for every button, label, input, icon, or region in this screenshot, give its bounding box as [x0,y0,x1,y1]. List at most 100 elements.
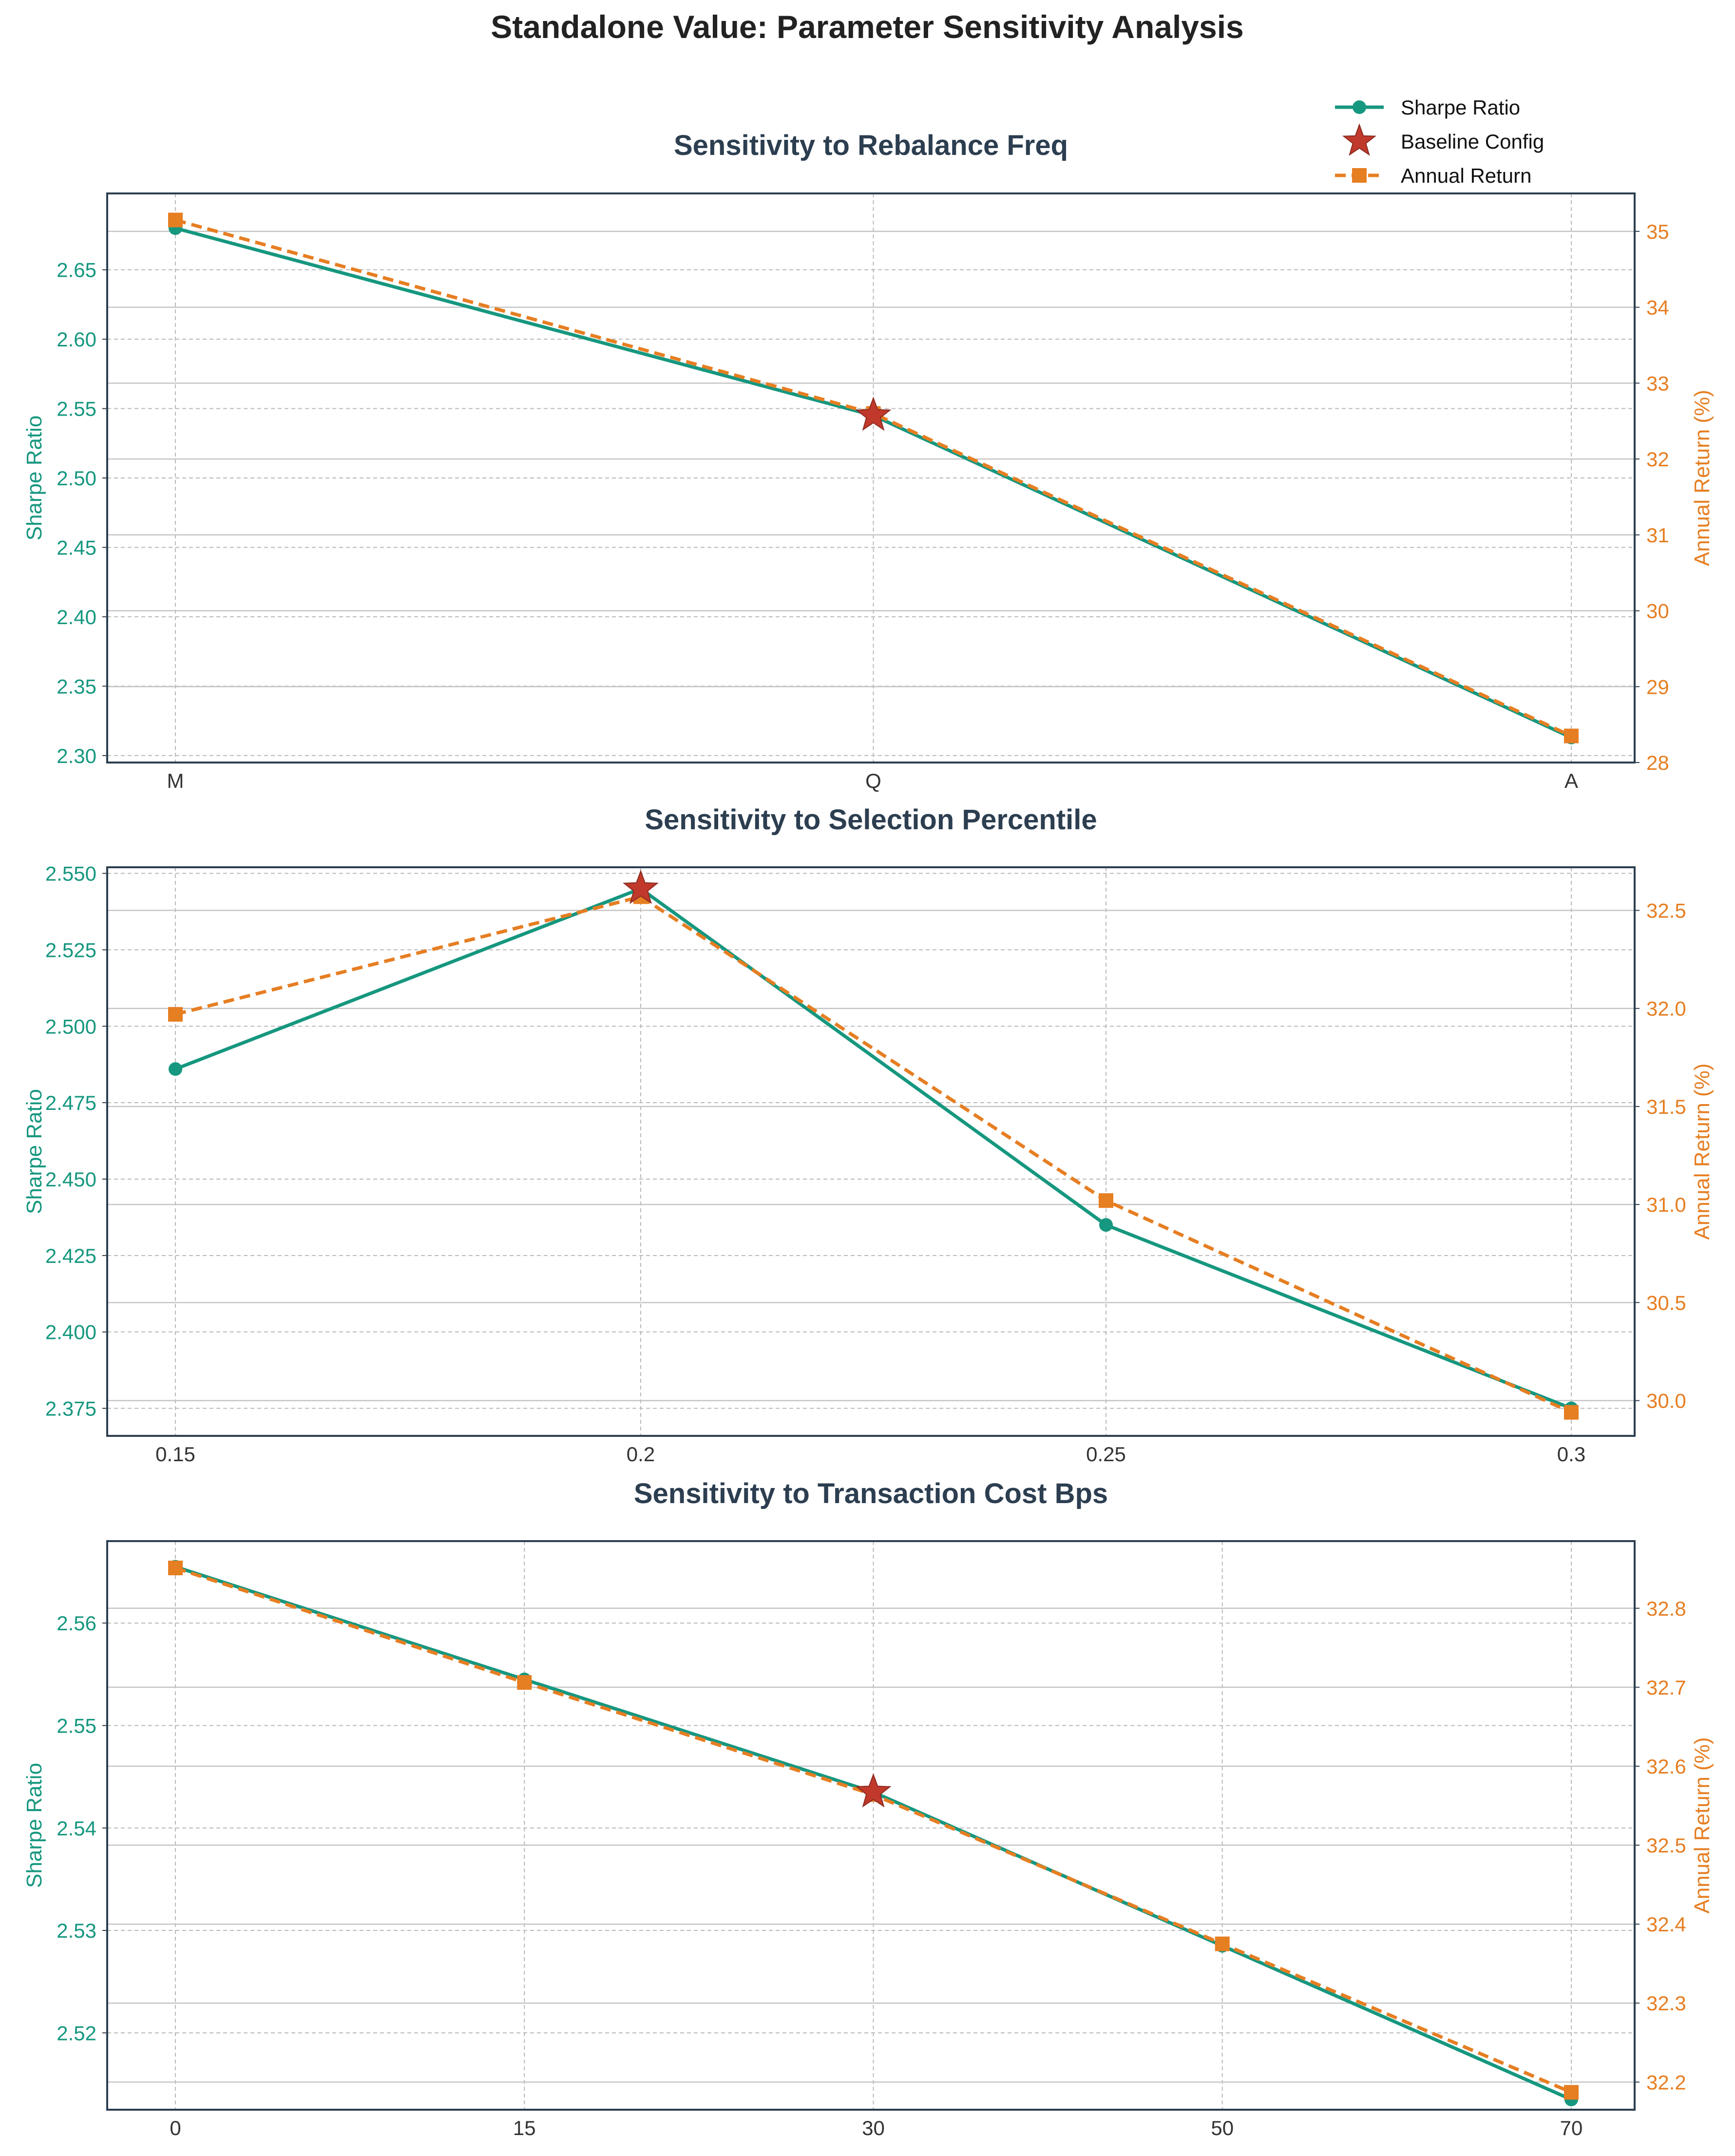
y-axis-label-left: Sharpe Ratio [22,1089,46,1214]
baseline-config-marker [855,396,892,431]
panel-title: Sensitivity to Transaction Cost Bps [634,1478,1108,1509]
y-axis-label-right: Annual Return (%) [1690,1737,1714,1914]
y-tick-label-left: 2.53 [57,1919,96,1942]
figure-title: Standalone Value: Parameter Sensitivity … [491,9,1244,45]
y-tick-label-right: 32.5 [1646,899,1686,922]
x-tick-label: 0.25 [1086,1443,1126,1466]
y-tick-label-left: 2.54 [57,1817,96,1840]
y-tick-label-left: 2.425 [45,1244,96,1267]
x-tick-label: Q [865,769,881,792]
legend: Sharpe Ratio Baseline Config Annual Return [1335,96,1544,187]
y-tick-label-left: 2.55 [57,1714,96,1737]
y-tick-label-right: 32.3 [1646,1992,1686,2015]
legend-item: Annual Return [1335,164,1532,187]
baseline-config-marker [855,1773,892,1808]
legend-square-marker [1352,168,1367,183]
y-tick-label-left: 2.52 [57,2022,96,2044]
y-tick-label-left: 2.60 [57,328,96,351]
plot-frame [106,192,1636,763]
legend-label: Annual Return [1401,164,1532,187]
y-axis-label-left: Sharpe Ratio [22,1763,46,1888]
plot-frame [106,1540,1636,2111]
y-tick-label-right: 30 [1646,600,1669,623]
y-tick-label-right: 32.8 [1646,1597,1686,1620]
y-tick-label-right: 30.0 [1646,1390,1686,1412]
y-tick-label-left: 2.65 [57,259,96,282]
y-tick-label-left: 2.30 [57,744,96,767]
point-sharpe-ratio [169,1062,182,1076]
point-annual-return [168,212,183,228]
y-tick-label-left: 2.450 [45,1168,96,1191]
point-annual-return [1215,1936,1230,1951]
y-tick-label-right: 34 [1646,296,1669,319]
y-tick-label-left: 2.56 [57,1612,96,1635]
y-tick-label-right: 32.6 [1646,1755,1686,1778]
chart-panels: Sensitivity to Rebalance Freq 2.30 2.35 2.4… [22,130,1714,2139]
y-tick-label-left: 2.550 [45,862,96,885]
y-axis-label-left: Sharpe Ratio [22,416,46,541]
y-tick-label-left: 2.500 [45,1015,96,1038]
y-tick-label-left: 2.40 [57,606,96,629]
y-tick-label-left: 2.55 [57,398,96,420]
legend-item: Sharpe Ratio [1335,96,1520,119]
x-tick-label: 50 [1211,2117,1234,2139]
y-tick-label-right: 32.4 [1646,1913,1686,1936]
x-tick-label: 0 [170,2117,181,2139]
chart-panel-1: Sensitivity to Rebalance Freq 2.30 2.35 2.4… [22,130,1714,792]
y-tick-label-right: 32.0 [1646,997,1686,1020]
y-tick-label-right: 31.0 [1646,1193,1686,1216]
y-tick-label-right: 29 [1646,675,1669,698]
x-tick-label: 15 [513,2117,536,2139]
plot-frame [106,866,1636,1437]
baseline-config-marker [623,870,659,904]
x-tick-label: 30 [862,2117,885,2139]
point-annual-return [1564,728,1579,744]
y-tick-label-right: 35 [1646,220,1669,243]
x-tick-label: 0.3 [1557,1443,1585,1466]
x-tick-label: 70 [1560,2117,1583,2139]
y-tick-label-right: 33 [1646,372,1669,395]
legend-star-marker [1342,123,1377,156]
y-tick-label-left: 2.50 [57,467,96,490]
point-annual-return [1564,1405,1579,1420]
y-tick-label-right: 31.5 [1646,1095,1686,1118]
y-tick-label-left: 2.375 [45,1397,96,1420]
y-tick-label-right: 31 [1646,524,1669,547]
point-annual-return [1564,2085,1579,2100]
panel-title: Sensitivity to Rebalance Freq [674,130,1068,161]
x-tick-label: M [167,769,184,792]
panel-title: Sensitivity to Selection Percentile [645,804,1097,836]
y-tick-label-right: 32.7 [1646,1676,1686,1699]
y-axis-label-right: Annual Return (%) [1690,390,1714,566]
y-tick-label-right: 30.5 [1646,1291,1686,1314]
y-tick-label-left: 2.525 [45,938,96,961]
legend-item: Baseline Config [1342,123,1544,156]
series-line-annual-return [175,895,1572,1414]
series-line-annual-return [175,218,1572,738]
x-tick-label: 0.2 [627,1443,655,1466]
chart-panel-2: Sensitivity to Selection Percentile 2.375… [22,804,1714,1466]
x-tick-label: A [1564,769,1578,792]
point-annual-return [168,1561,183,1576]
chart-panel-3: Sensitivity to Transaction Cost Bps 2.52 2… [22,1478,1714,2139]
y-axis-label-right: Annual Return (%) [1690,1064,1714,1240]
series-line-sharpe-ratio [174,887,1572,1410]
point-sharpe-ratio [1099,1218,1113,1232]
legend-circle-marker [1353,100,1366,114]
legend-label: Sharpe Ratio [1401,96,1520,119]
y-tick-label-right: 32.5 [1646,1834,1686,1857]
y-tick-label-left: 2.45 [57,536,96,559]
y-tick-label-left: 2.400 [45,1321,96,1344]
y-tick-label-left: 2.35 [57,675,96,698]
y-tick-label-right: 32 [1646,448,1669,471]
y-tick-label-left: 2.475 [45,1091,96,1114]
y-tick-label-right: 28 [1646,751,1669,774]
y-tick-label-right: 32.2 [1646,2071,1686,2094]
x-tick-label: 0.15 [155,1443,195,1466]
legend-label: Baseline Config [1401,130,1544,153]
point-annual-return [168,1007,183,1022]
point-annual-return [517,1675,532,1690]
point-annual-return [1099,1193,1113,1208]
